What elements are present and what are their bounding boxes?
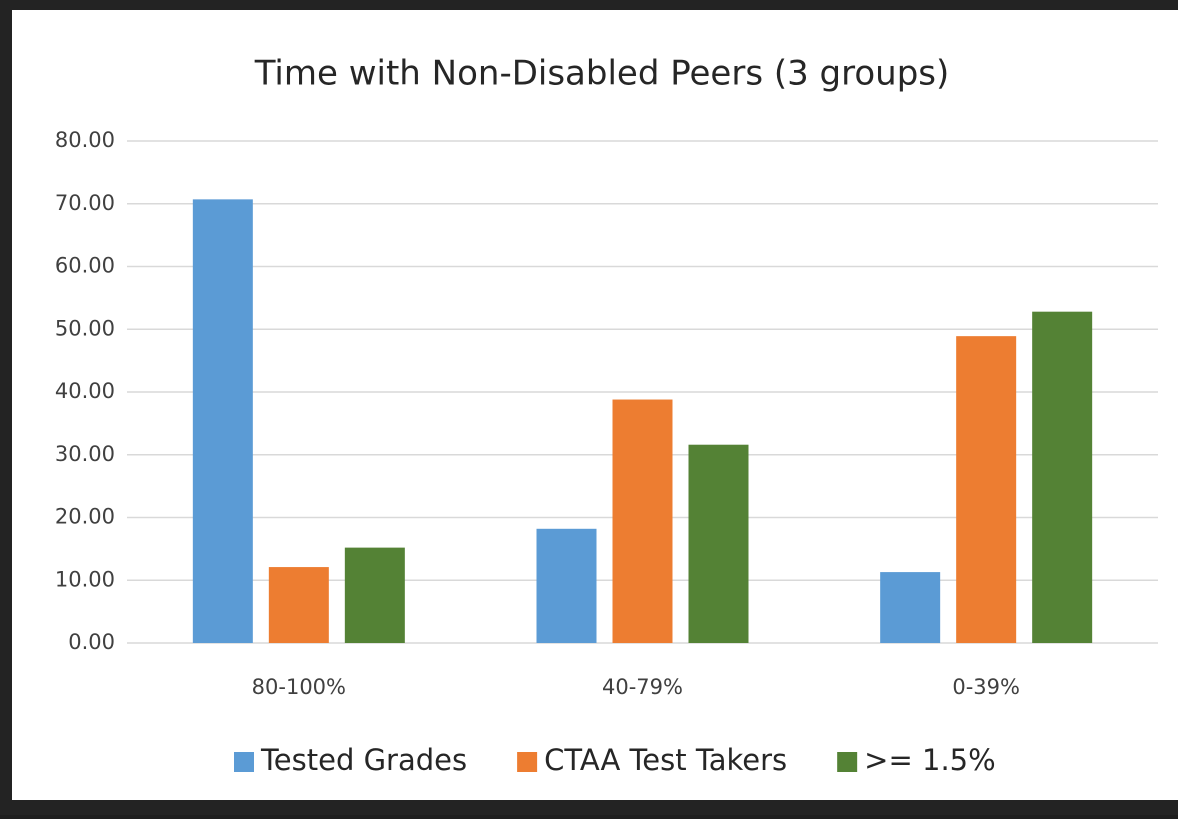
x-tick-label: 0-39% — [952, 675, 1020, 699]
bar — [956, 336, 1017, 643]
chart-title: Time with Non-Disabled Peers (3 groups) — [254, 54, 950, 94]
bar — [536, 528, 597, 643]
x-tick-label: 40-79% — [602, 675, 683, 699]
x-tick-label: 80-100% — [252, 675, 346, 699]
y-tick-label: 40.00 — [55, 379, 115, 403]
y-tick-label: 80.00 — [55, 128, 115, 152]
bar — [344, 547, 405, 643]
bar — [1032, 311, 1093, 643]
y-tick-label: 50.00 — [55, 316, 115, 340]
legend-label: CTAA Test Takers — [544, 743, 787, 777]
bar — [268, 567, 329, 643]
bar — [192, 199, 253, 644]
y-tick-label: 20.00 — [55, 505, 115, 529]
y-tick-label: 0.00 — [68, 630, 115, 654]
legend-label: Tested Grades — [260, 743, 467, 777]
y-tick-label: 70.00 — [55, 191, 115, 215]
bar — [688, 444, 749, 643]
bar — [880, 572, 941, 643]
bar — [612, 399, 673, 643]
y-tick-label: 30.00 — [55, 442, 115, 466]
y-tick-label: 60.00 — [55, 254, 115, 278]
legend-swatch — [837, 752, 858, 772]
y-tick-label: 10.00 — [55, 567, 115, 591]
legend-swatch — [517, 752, 538, 772]
legend-swatch — [234, 752, 254, 772]
legend-label: >= 1.5% — [864, 743, 996, 777]
